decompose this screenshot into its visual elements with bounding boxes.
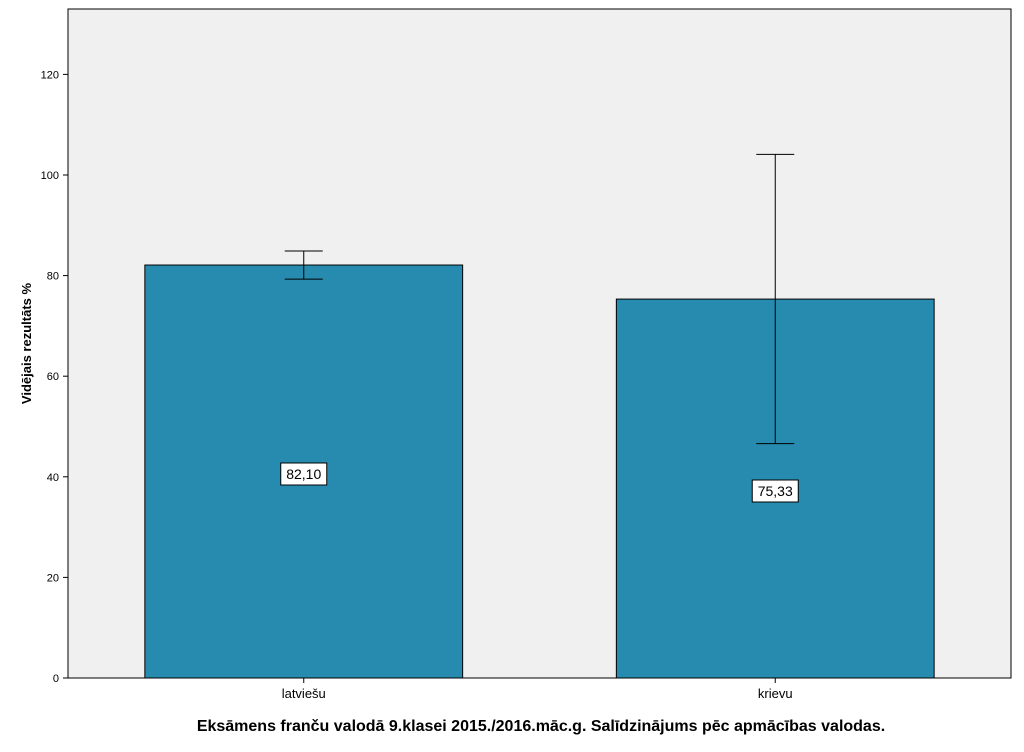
y-tick-label: 80 <box>47 271 59 283</box>
error-bars <box>284 153 795 445</box>
y-tick-label: 0 <box>53 673 59 685</box>
y-tick-label: 120 <box>41 69 59 81</box>
y-axis: 0 20 40 60 80 100 120 <box>41 69 68 685</box>
y-tick-label: 100 <box>41 170 59 182</box>
y-tick-label: 20 <box>47 572 59 584</box>
error-bar-0 <box>284 250 323 280</box>
value-labels: 82,10 75,33 <box>280 462 799 503</box>
x-tick-label: latviešu <box>282 686 326 701</box>
x-tick-label: krievu <box>758 686 793 701</box>
y-tick-label: 40 <box>47 472 59 484</box>
data-label-box <box>280 462 328 486</box>
data-label-box <box>751 479 799 503</box>
data-label: 82,10 <box>286 466 321 482</box>
error-bar-1 <box>756 153 795 445</box>
y-axis-label: Vidējais rezultāts % <box>19 282 34 404</box>
chart-title: Eksāmens franču valodā 9.klasei 2015./20… <box>197 718 885 735</box>
y-tick-label: 60 <box>47 371 59 383</box>
data-label: 75,33 <box>758 483 793 499</box>
x-axis: latviešu krievu <box>282 678 793 701</box>
